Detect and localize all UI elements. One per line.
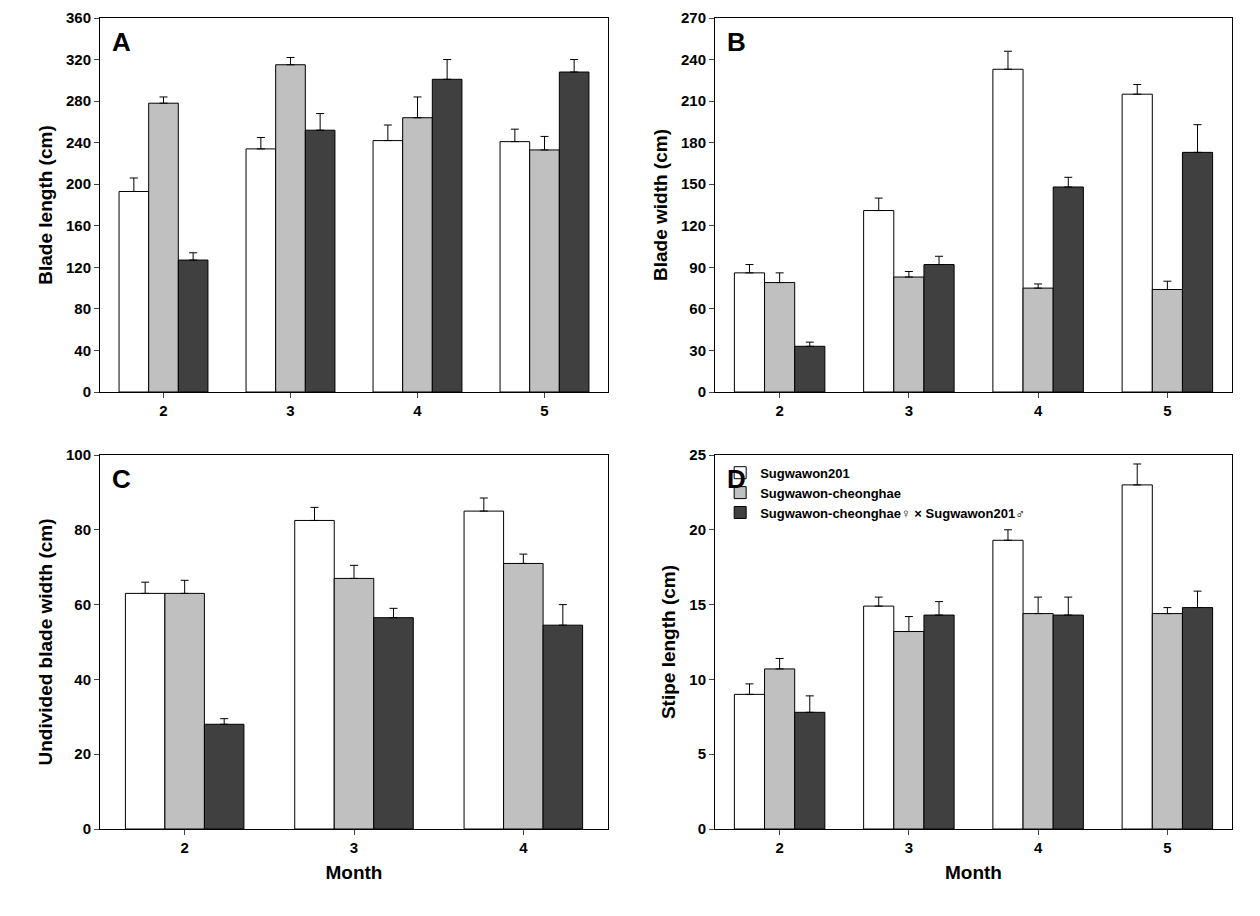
svg-text:210: 210: [681, 92, 706, 109]
svg-text:3: 3: [905, 839, 913, 856]
svg-text:Stipe length (cm): Stipe length (cm): [658, 565, 679, 719]
svg-text:120: 120: [681, 217, 706, 234]
svg-text:60: 60: [689, 300, 706, 317]
svg-text:4: 4: [413, 402, 422, 419]
svg-text:5: 5: [540, 402, 548, 419]
svg-text:0: 0: [83, 820, 91, 837]
svg-text:Sugwawon-cheonghae♀ × Sugwawon: Sugwawon-cheonghae♀ × Sugwawon201♂: [760, 506, 1025, 521]
svg-text:40: 40: [74, 671, 91, 688]
svg-text:0: 0: [83, 383, 91, 400]
svg-text:D: D: [727, 464, 746, 494]
svg-text:240: 240: [66, 134, 91, 151]
svg-text:360: 360: [66, 9, 91, 26]
svg-text:90: 90: [689, 259, 706, 276]
svg-text:30: 30: [689, 342, 706, 359]
svg-text:3: 3: [905, 402, 913, 419]
svg-text:2: 2: [775, 402, 783, 419]
svg-text:0: 0: [698, 820, 706, 837]
svg-text:Sugwawon-cheonghae: Sugwawon-cheonghae: [760, 486, 901, 501]
svg-text:Sugwawon201: Sugwawon201: [760, 466, 850, 481]
svg-text:3: 3: [350, 839, 358, 856]
svg-text:80: 80: [74, 300, 91, 317]
svg-text:Undivided blade width (cm): Undivided blade width (cm): [35, 518, 56, 765]
svg-text:270: 270: [681, 9, 706, 26]
svg-text:4: 4: [519, 839, 528, 856]
svg-text:2: 2: [775, 839, 783, 856]
svg-text:3: 3: [286, 402, 294, 419]
svg-text:240: 240: [681, 51, 706, 68]
svg-text:4: 4: [1034, 839, 1043, 856]
svg-text:5: 5: [698, 745, 706, 762]
svg-text:C: C: [112, 464, 131, 494]
svg-text:5: 5: [1163, 839, 1171, 856]
svg-text:4: 4: [1034, 402, 1043, 419]
svg-text:A: A: [112, 27, 131, 57]
svg-text:120: 120: [66, 259, 91, 276]
svg-text:0: 0: [698, 383, 706, 400]
svg-text:20: 20: [74, 745, 91, 762]
svg-text:25: 25: [689, 446, 706, 463]
svg-text:320: 320: [66, 51, 91, 68]
svg-text:150: 150: [681, 175, 706, 192]
svg-text:200: 200: [66, 175, 91, 192]
svg-text:60: 60: [74, 596, 91, 613]
svg-text:Blade width (cm): Blade width (cm): [650, 129, 671, 281]
svg-text:20: 20: [689, 521, 706, 538]
svg-text:100: 100: [66, 446, 91, 463]
svg-text:180: 180: [681, 134, 706, 151]
svg-text:40: 40: [74, 342, 91, 359]
svg-text:2: 2: [180, 839, 188, 856]
svg-text:280: 280: [66, 92, 91, 109]
svg-text:5: 5: [1163, 402, 1171, 419]
svg-text:Month: Month: [326, 862, 383, 883]
svg-text:B: B: [727, 27, 746, 57]
svg-text:15: 15: [689, 596, 706, 613]
svg-text:10: 10: [689, 671, 706, 688]
svg-text:2: 2: [159, 402, 167, 419]
svg-text:Blade length (cm): Blade length (cm): [35, 125, 56, 284]
svg-text:Month: Month: [945, 862, 1002, 883]
svg-text:80: 80: [74, 521, 91, 538]
svg-text:160: 160: [66, 217, 91, 234]
